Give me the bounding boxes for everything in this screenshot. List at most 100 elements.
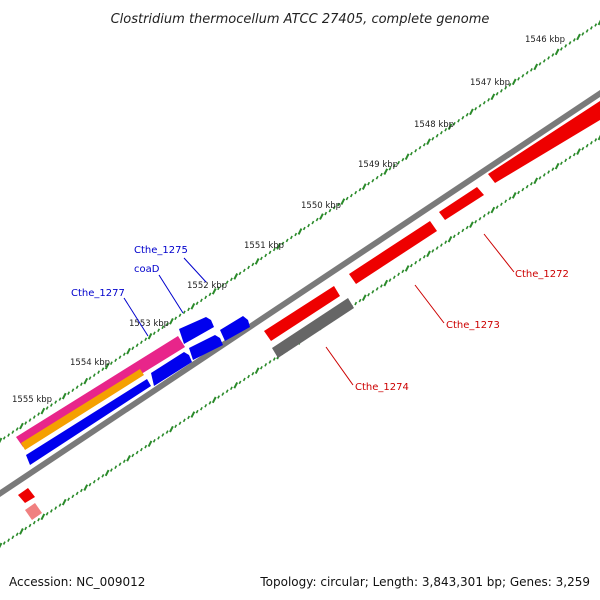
minor-tick	[165, 430, 169, 434]
minor-tick	[88, 482, 92, 487]
minor-tick	[221, 283, 225, 288]
minor-tick	[15, 532, 19, 537]
reverse-gene[interactable]	[18, 488, 35, 503]
minor-tick	[259, 366, 263, 370]
minor-tick	[529, 181, 533, 186]
minor-tick	[397, 272, 401, 277]
minor-tick	[581, 146, 585, 151]
minor-tick	[508, 196, 512, 201]
upper-tick-track	[0, 19, 600, 444]
tick-labels: 1546 kbp 1547 kbp 1548 kbp 1549 kbp 1550…	[12, 35, 565, 405]
minor-tick	[457, 118, 461, 123]
minor-tick	[225, 389, 229, 393]
major-tick	[447, 123, 453, 131]
minor-tick	[259, 256, 263, 261]
minor-tick	[375, 175, 379, 180]
minor-tick	[379, 284, 383, 288]
minor-tick	[375, 287, 379, 291]
minor-tick	[281, 241, 285, 246]
minor-tick	[204, 403, 208, 408]
minor-tick	[474, 107, 478, 111]
tick-label: 1553 kbp	[129, 319, 169, 329]
gene-label-coad[interactable]: coaD	[134, 264, 160, 275]
minor-tick	[328, 208, 332, 213]
minor-tick	[101, 367, 105, 371]
minor-tick	[435, 246, 439, 250]
minor-tick	[7, 433, 11, 437]
major-tick	[169, 317, 174, 325]
minor-tick	[302, 226, 306, 231]
minor-tick	[97, 370, 101, 374]
major-tick	[126, 455, 131, 462]
reverse-gene-faded[interactable]	[25, 503, 42, 520]
minor-tick	[97, 477, 101, 481]
forward-gene[interactable]	[26, 379, 151, 465]
orange-feature[interactable]	[21, 369, 144, 450]
minor-tick	[54, 506, 58, 510]
minor-tick	[118, 355, 122, 359]
minor-tick	[465, 225, 469, 230]
label-leaders	[123, 233, 515, 386]
minor-tick	[165, 322, 169, 327]
major-tick	[19, 422, 24, 430]
forward-gene[interactable]	[151, 352, 192, 386]
major-tick	[383, 168, 389, 175]
gene-label-cthe-1277[interactable]: Cthe_1277	[71, 288, 125, 299]
minor-tick	[238, 380, 242, 385]
minor-tick	[589, 26, 593, 30]
minor-tick	[109, 468, 113, 472]
minor-tick	[392, 275, 396, 280]
minor-tick	[135, 450, 139, 455]
major-tick	[511, 78, 517, 86]
major-tick	[554, 48, 560, 56]
minor-tick	[401, 157, 405, 162]
major-tick	[104, 469, 110, 477]
minor-tick	[28, 418, 32, 422]
minor-tick	[152, 439, 156, 443]
forward-gene[interactable]	[220, 316, 250, 341]
reverse-gene[interactable]	[439, 187, 484, 220]
minor-tick	[324, 211, 328, 216]
forward-gene[interactable]	[179, 317, 214, 344]
major-tick	[576, 148, 581, 155]
gene-label-cthe-1273[interactable]: Cthe_1273	[446, 320, 500, 331]
minor-tick	[157, 328, 161, 333]
gene-label-cthe-1275[interactable]: Cthe_1275	[134, 245, 188, 256]
major-tick	[233, 381, 239, 389]
minor-tick	[178, 421, 182, 426]
minor-tick	[49, 403, 53, 407]
minor-tick	[242, 377, 246, 382]
minor-tick	[49, 509, 53, 513]
gene-label-cthe-1274[interactable]: Cthe_1274	[355, 382, 409, 393]
minor-tick	[521, 74, 525, 78]
minor-tick	[208, 292, 212, 297]
minor-tick	[122, 459, 126, 464]
minor-tick	[92, 479, 96, 484]
minor-tick	[118, 462, 122, 466]
tick-label: 1548 kbp	[414, 120, 454, 130]
minor-tick	[431, 136, 435, 141]
reverse-gene[interactable]	[349, 221, 437, 284]
magenta-feature[interactable]	[16, 336, 185, 447]
minor-tick	[499, 202, 503, 206]
minor-tick	[461, 228, 465, 233]
minor-tick	[315, 217, 319, 222]
gene-label-cthe-1272[interactable]: Cthe_1272	[515, 269, 569, 280]
reverse-gene[interactable]	[264, 286, 340, 341]
major-tick	[533, 63, 539, 71]
minor-tick	[349, 193, 353, 198]
minor-tick	[452, 121, 456, 126]
minor-tick	[24, 421, 28, 425]
reverse-gene[interactable]	[488, 101, 600, 183]
minor-tick	[7, 538, 11, 542]
major-tick	[404, 153, 410, 161]
major-tick	[126, 347, 131, 355]
pseudo-gene[interactable]	[272, 298, 354, 358]
minor-tick	[439, 243, 443, 247]
minor-tick	[45, 512, 49, 516]
minor-tick	[2, 541, 6, 545]
major-tick	[104, 362, 110, 370]
minor-tick	[397, 160, 401, 165]
major-tick	[319, 213, 324, 220]
forward-gene[interactable]	[189, 335, 223, 360]
